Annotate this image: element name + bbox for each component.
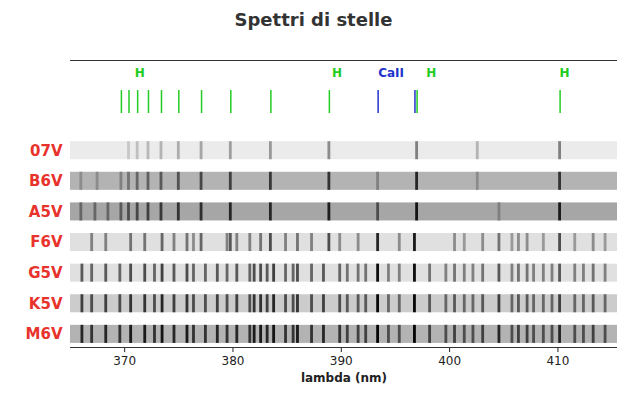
svg-text:400: 400	[438, 354, 461, 368]
svg-text:370: 370	[113, 354, 136, 368]
svg-text:CaII: CaII	[378, 66, 404, 80]
svg-text:390: 390	[330, 354, 353, 368]
svg-text:A5V: A5V	[29, 203, 63, 221]
svg-text:B6V: B6V	[29, 172, 63, 190]
svg-text:07V: 07V	[30, 142, 63, 160]
svg-text:F6V: F6V	[30, 233, 63, 251]
svg-text:G5V: G5V	[28, 264, 63, 282]
svg-text:H: H	[332, 66, 342, 80]
svg-text:410: 410	[546, 354, 569, 368]
svg-text:H: H	[559, 66, 569, 80]
svg-text:lambda (nm): lambda (nm)	[301, 371, 387, 385]
svg-text:K5V: K5V	[29, 295, 63, 313]
svg-text:380: 380	[222, 354, 245, 368]
svg-text:M6V: M6V	[26, 325, 63, 343]
html-text:Spettri di stelle: Spettri di stelle	[234, 9, 393, 30]
svg-text:H: H	[135, 66, 145, 80]
svg-text:H: H	[426, 66, 436, 80]
